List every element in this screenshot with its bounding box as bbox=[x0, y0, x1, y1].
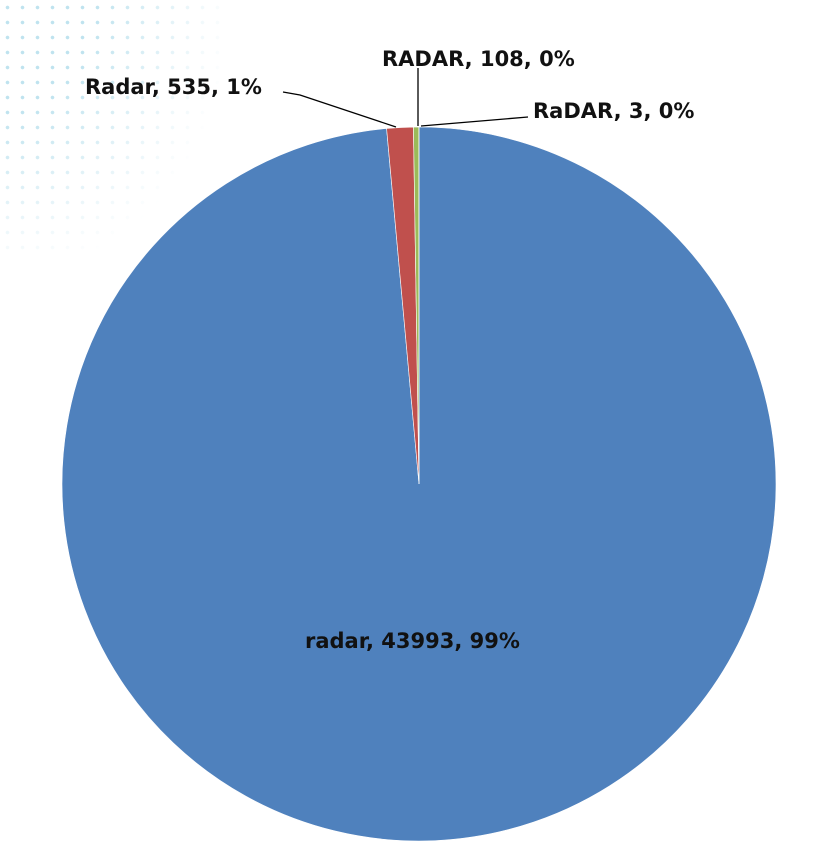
data-label-RaDAR: RaDAR, 3, 0% bbox=[533, 99, 694, 123]
data-label-Radar: Radar, 535, 1% bbox=[85, 75, 262, 99]
leader-line-Radar bbox=[282, 91, 397, 128]
data-label-radar: radar, 43993, 99% bbox=[305, 629, 520, 653]
leader-line-RaDAR bbox=[420, 116, 529, 127]
data-label-RADAR: RADAR, 108, 0% bbox=[382, 47, 575, 71]
